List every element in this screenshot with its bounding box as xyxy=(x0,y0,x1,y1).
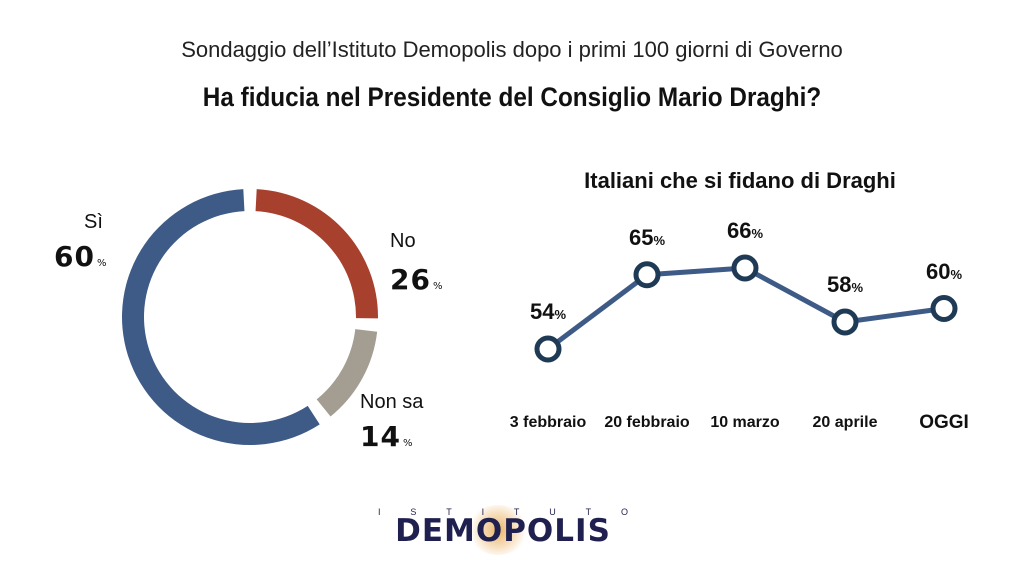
subtitle: Sondaggio dell’Istituto Demopolis dopo i… xyxy=(181,37,843,62)
slice-value-no: 26% xyxy=(390,263,444,296)
donut-slice-si xyxy=(121,189,320,445)
logo-wordmark: DEMOPOLIS xyxy=(395,513,611,549)
logo-letter-6: T xyxy=(585,507,592,517)
x-tick-label-1: 20 febbraio xyxy=(604,414,690,431)
logo-letter-4: T xyxy=(513,507,520,517)
logo-glow xyxy=(468,505,528,555)
line-point-1 xyxy=(633,261,661,289)
x-tick-label-2: 10 marzo xyxy=(710,414,780,431)
logo-letter-7: O xyxy=(620,507,628,517)
line-point-4 xyxy=(930,295,958,322)
line-point-2 xyxy=(731,254,759,282)
slice-label-si: Sì xyxy=(84,211,103,233)
logo-letter-1: S xyxy=(410,507,417,517)
slice-label-no: No xyxy=(390,230,416,252)
slice-value-si: 60% xyxy=(54,240,108,273)
x-tick-label-0: 3 febbraio xyxy=(509,414,587,431)
chart-title: Ha fiducia nel Presidente del Consiglio … xyxy=(202,82,822,112)
donut-slice-no xyxy=(255,189,378,319)
data-label-4: 60% xyxy=(925,258,963,284)
data-label-2: 66% xyxy=(726,218,764,243)
line-point-0 xyxy=(534,335,562,363)
logo-letter-5: U xyxy=(549,507,556,517)
line-chart-title: Italiani che si fidano di Draghi xyxy=(584,168,896,193)
donut-slice-non-sa xyxy=(316,329,378,417)
data-label-3: 58% xyxy=(826,272,864,297)
logo-letter-0: I xyxy=(378,507,381,517)
x-tick-label-4: OGGI xyxy=(919,412,969,433)
data-label-1: 65% xyxy=(628,224,666,250)
x-tick-label-3: 20 aprile xyxy=(812,414,878,431)
data-label-0: 54% xyxy=(529,299,567,324)
slice-value-non-sa: 14% xyxy=(360,420,414,453)
slice-label-non-sa: Non sa xyxy=(360,391,424,413)
line-point-3 xyxy=(831,308,859,336)
logo-letter-3: I xyxy=(481,507,485,517)
logo-letter-2: T xyxy=(446,507,452,517)
